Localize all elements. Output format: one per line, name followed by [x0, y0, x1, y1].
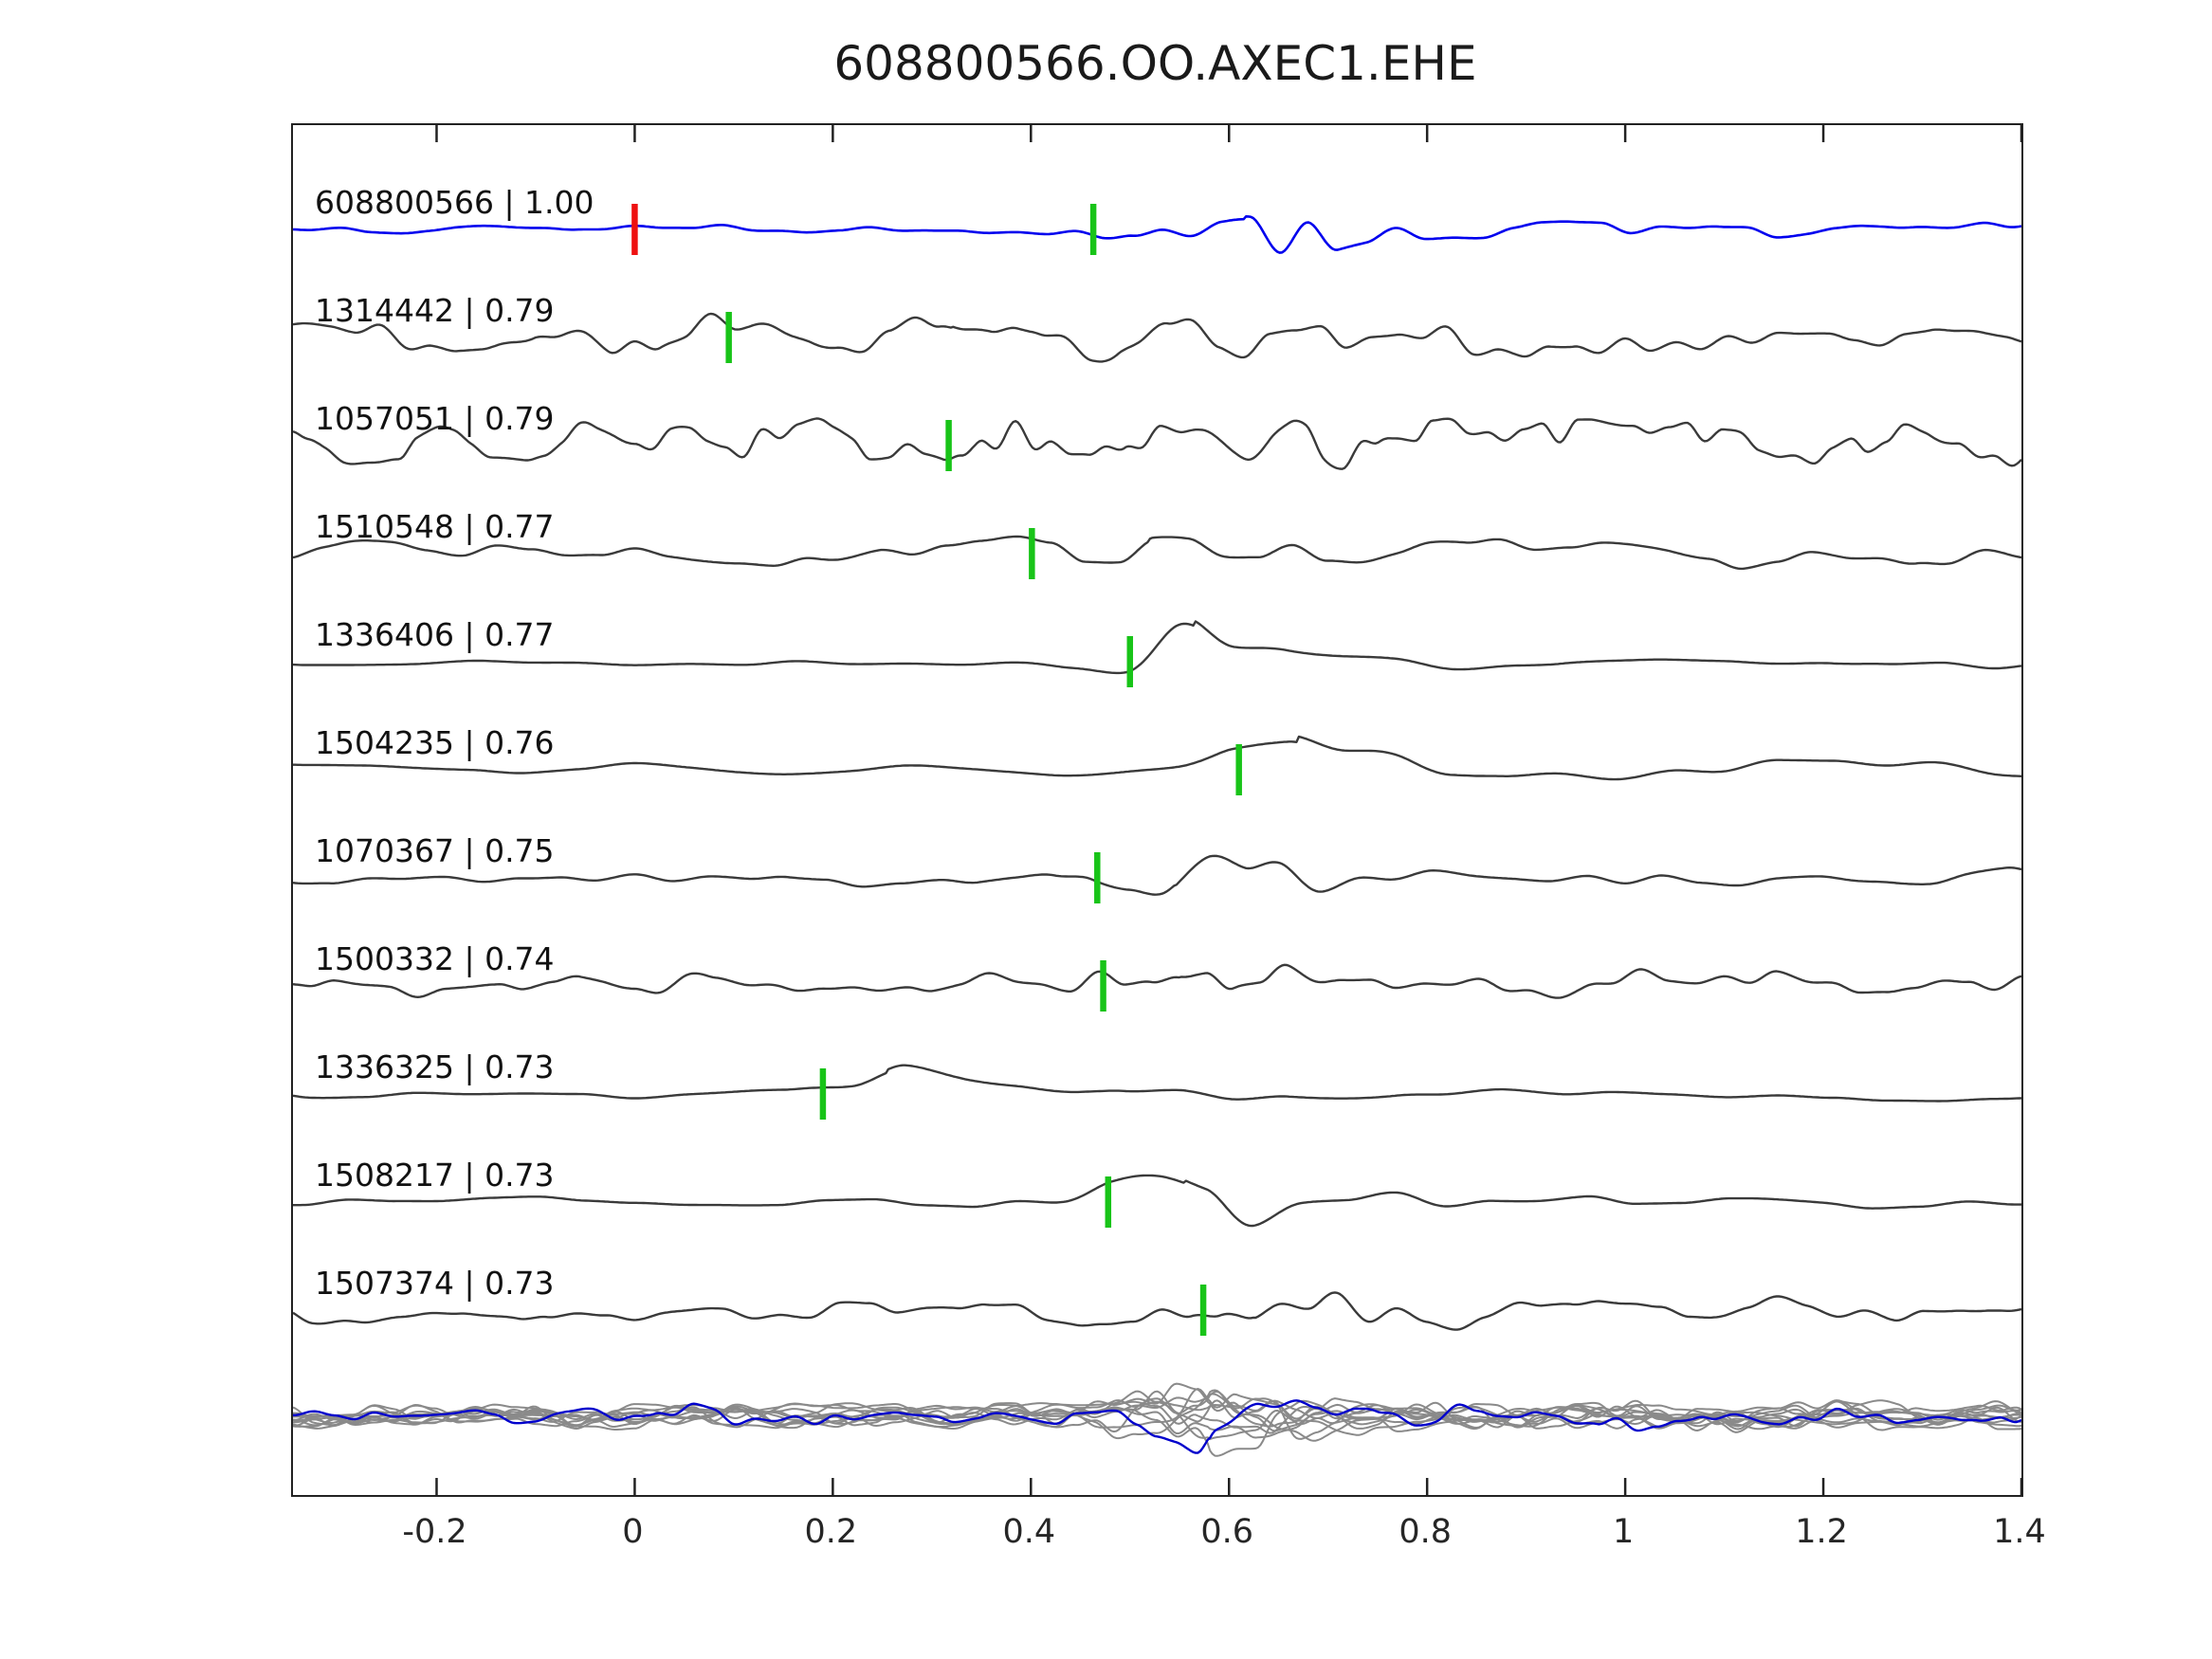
overlay-trace: [293, 1399, 2021, 1441]
x-tick-label: 0.8: [1398, 1513, 1452, 1551]
overlay-highlight-trace: [293, 1399, 2021, 1454]
x-tick-label: 0.2: [804, 1513, 858, 1551]
detection-trace-path: [293, 854, 2021, 896]
overlay-trace: [293, 1390, 2021, 1433]
detection-trace-path: [293, 735, 2021, 781]
plot-area: 608800566 | 1.00 1314442 | 0.79 1057051 | …: [291, 123, 2023, 1497]
x-tick-label: 1: [1612, 1513, 1635, 1551]
overlay-trace: [293, 1400, 2021, 1439]
detection-trace-path: [293, 312, 2021, 363]
trace-label: 1500332 | 0.74: [315, 940, 555, 977]
page-title: 608800566.OO.AXEC1.EHE: [833, 36, 1477, 91]
waveform-canvas: [293, 125, 2021, 1495]
x-tick-label: -0.2: [402, 1513, 467, 1551]
template-trace-path: [293, 215, 2021, 254]
x-tick-label: 0.4: [1002, 1513, 1056, 1551]
trace-label: 1070367 | 0.75: [315, 832, 555, 869]
detection-trace-path: [293, 963, 2021, 999]
trace-label: 1336325 | 0.73: [315, 1048, 555, 1085]
trace-label: 1314442 | 0.79: [315, 292, 555, 329]
trace-label: 1507374 | 0.73: [315, 1265, 555, 1302]
trace-label: 1057051 | 0.79: [315, 400, 555, 437]
detection-trace-path: [293, 1064, 2021, 1103]
trace-label: 1336406 | 0.77: [315, 616, 555, 653]
x-tick-label: 0.6: [1200, 1513, 1254, 1551]
trace-label: 608800566 | 1.00: [315, 184, 594, 221]
detection-trace-path: [293, 1174, 2021, 1228]
overlay-trace: [293, 1389, 2021, 1442]
overlay-trace: [293, 1390, 2021, 1429]
trace-label: 1504235 | 0.76: [315, 724, 555, 761]
trace-label: 1510548 | 0.77: [315, 508, 555, 545]
x-tick-label: 0: [622, 1513, 644, 1551]
x-tick-label: 1.2: [1795, 1513, 1848, 1551]
detection-trace-path: [293, 1291, 2021, 1331]
detection-trace-path: [293, 417, 2021, 470]
x-tick-label: 1.4: [1993, 1513, 2046, 1551]
trace-label: 1508217 | 0.73: [315, 1157, 555, 1194]
detection-trace-path: [293, 620, 2021, 675]
detection-trace-path: [293, 535, 2021, 571]
overlay-trace: [293, 1388, 2021, 1431]
